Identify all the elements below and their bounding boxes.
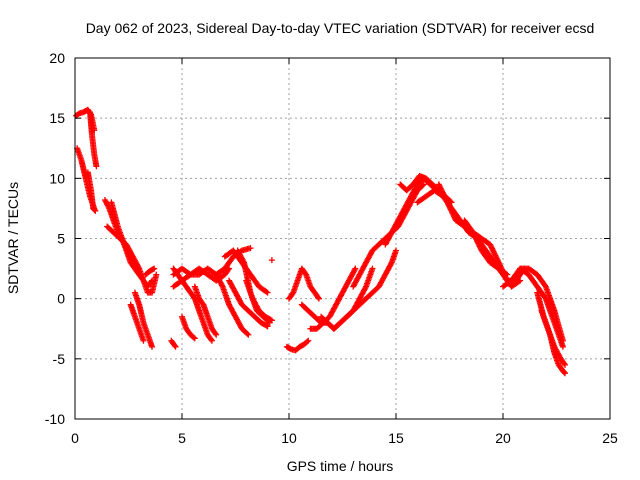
data-point (126, 252, 133, 259)
series-arc10 (142, 265, 158, 278)
data-point (503, 270, 510, 277)
x-tick-label: 25 (602, 430, 618, 446)
data-point (562, 370, 569, 377)
data-point (208, 336, 215, 343)
series-arc24 (286, 265, 322, 302)
data-point (562, 361, 569, 368)
y-tick-label: 10 (49, 170, 65, 186)
data-point (561, 369, 568, 376)
data-point (420, 181, 427, 188)
series-arc7 (108, 199, 143, 278)
series-arc4 (84, 169, 99, 214)
series-arc22 (268, 257, 275, 264)
x-tick-label: 20 (495, 430, 511, 446)
data-point (263, 322, 270, 329)
data-point (264, 289, 271, 296)
data-point (362, 284, 369, 291)
y-tick-label: 0 (57, 291, 65, 307)
data-points (73, 106, 569, 377)
data-point (93, 163, 100, 170)
data-point (149, 343, 156, 350)
series-arc16 (191, 283, 220, 338)
data-point (268, 317, 275, 324)
x-axis-label: GPS time / hours (287, 458, 394, 474)
series-arc23 (283, 337, 312, 354)
series-arc9 (127, 301, 147, 344)
series-arc8 (131, 289, 156, 350)
data-point (304, 338, 311, 345)
series-arc27 (307, 265, 359, 332)
data-point (190, 334, 197, 341)
data-point (263, 288, 270, 295)
data-point (213, 331, 220, 338)
data-point (191, 335, 198, 342)
grid-lines (75, 58, 610, 419)
series-arc17 (213, 271, 252, 338)
data-point (245, 331, 252, 338)
data-point (92, 207, 99, 214)
y-tick-label: 15 (49, 110, 65, 126)
data-point (264, 323, 271, 330)
series-arc37 (538, 307, 569, 368)
data-point (151, 265, 158, 272)
data-point (172, 343, 179, 350)
data-point (171, 342, 178, 349)
data-point (140, 337, 147, 344)
y-tick-label: 5 (57, 231, 65, 247)
data-point (136, 271, 143, 278)
data-point (369, 265, 376, 272)
x-tick-label: 5 (178, 430, 186, 446)
data-point (419, 182, 426, 189)
data-point (91, 207, 98, 214)
y-tick-label: 20 (49, 50, 65, 66)
data-point (305, 337, 312, 344)
series-arc11 (168, 337, 179, 350)
axis-ticks: 0 5 10 15 20 25 -10 -5 0 5 10 15 20 (45, 50, 618, 446)
series-arc21 (226, 277, 271, 330)
data-point (315, 295, 322, 302)
y-tick-label: -10 (45, 411, 65, 427)
data-point (153, 271, 160, 278)
data-point (247, 245, 254, 252)
y-tick-label: -5 (53, 351, 66, 367)
data-point (226, 265, 233, 272)
series-arc15 (179, 313, 198, 342)
data-point (267, 316, 274, 323)
series-arc33 (461, 217, 511, 278)
x-tick-label: 10 (281, 430, 297, 446)
data-point (135, 270, 142, 277)
data-point (315, 294, 322, 301)
series-arc20 (243, 277, 275, 324)
data-point (559, 343, 566, 350)
x-tick-label: 15 (388, 430, 404, 446)
data-point (351, 266, 358, 273)
data-point (561, 360, 568, 367)
data-point (218, 282, 225, 289)
data-point (393, 247, 399, 254)
chart-title: Day 062 of 2023, Sidereal Day-to-day VTE… (86, 20, 595, 36)
series-arc2 (86, 109, 100, 170)
data-point (240, 258, 247, 265)
data-point (388, 260, 395, 267)
data-point (244, 330, 251, 337)
y-axis-label: SDTVAR / TECUs (5, 182, 21, 294)
data-point (225, 266, 232, 273)
data-point (504, 271, 511, 278)
data-point (208, 337, 215, 344)
data-point (212, 330, 219, 337)
data-point (352, 265, 359, 272)
data-point (268, 257, 275, 264)
x-tick-label: 0 (71, 430, 79, 446)
series-arc35 (517, 265, 566, 350)
